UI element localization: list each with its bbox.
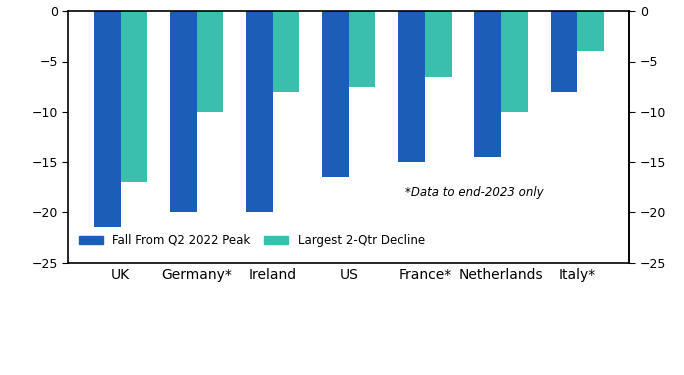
Bar — [551, 11, 577, 92]
Bar — [94, 11, 120, 227]
Legend: Fall From Q2 2022 Peak, Largest 2-Qtr Decline: Fall From Q2 2022 Peak, Largest 2-Qtr De… — [75, 229, 430, 252]
Bar — [196, 11, 223, 112]
Bar — [577, 11, 604, 51]
Bar — [425, 11, 451, 76]
Bar — [398, 11, 425, 162]
Bar — [273, 11, 300, 92]
Bar — [170, 11, 196, 212]
Bar — [501, 11, 527, 112]
Bar — [322, 11, 349, 177]
Text: *Data to end-2023 only: *Data to end-2023 only — [405, 186, 544, 199]
Bar — [120, 11, 147, 182]
Bar — [349, 11, 376, 87]
Bar — [475, 11, 501, 157]
Bar — [246, 11, 273, 212]
